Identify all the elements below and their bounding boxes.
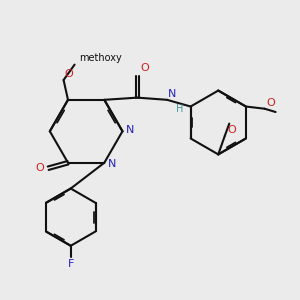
Text: H: H — [176, 104, 183, 114]
Text: O: O — [35, 163, 44, 173]
Text: N: N — [168, 89, 176, 99]
Text: O: O — [65, 69, 74, 79]
Text: F: F — [68, 259, 74, 269]
Text: methoxy: methoxy — [79, 53, 122, 64]
Text: O: O — [227, 124, 236, 135]
Text: O: O — [141, 63, 149, 74]
Text: O: O — [267, 98, 276, 108]
Text: N: N — [108, 159, 116, 169]
Text: N: N — [126, 125, 134, 135]
